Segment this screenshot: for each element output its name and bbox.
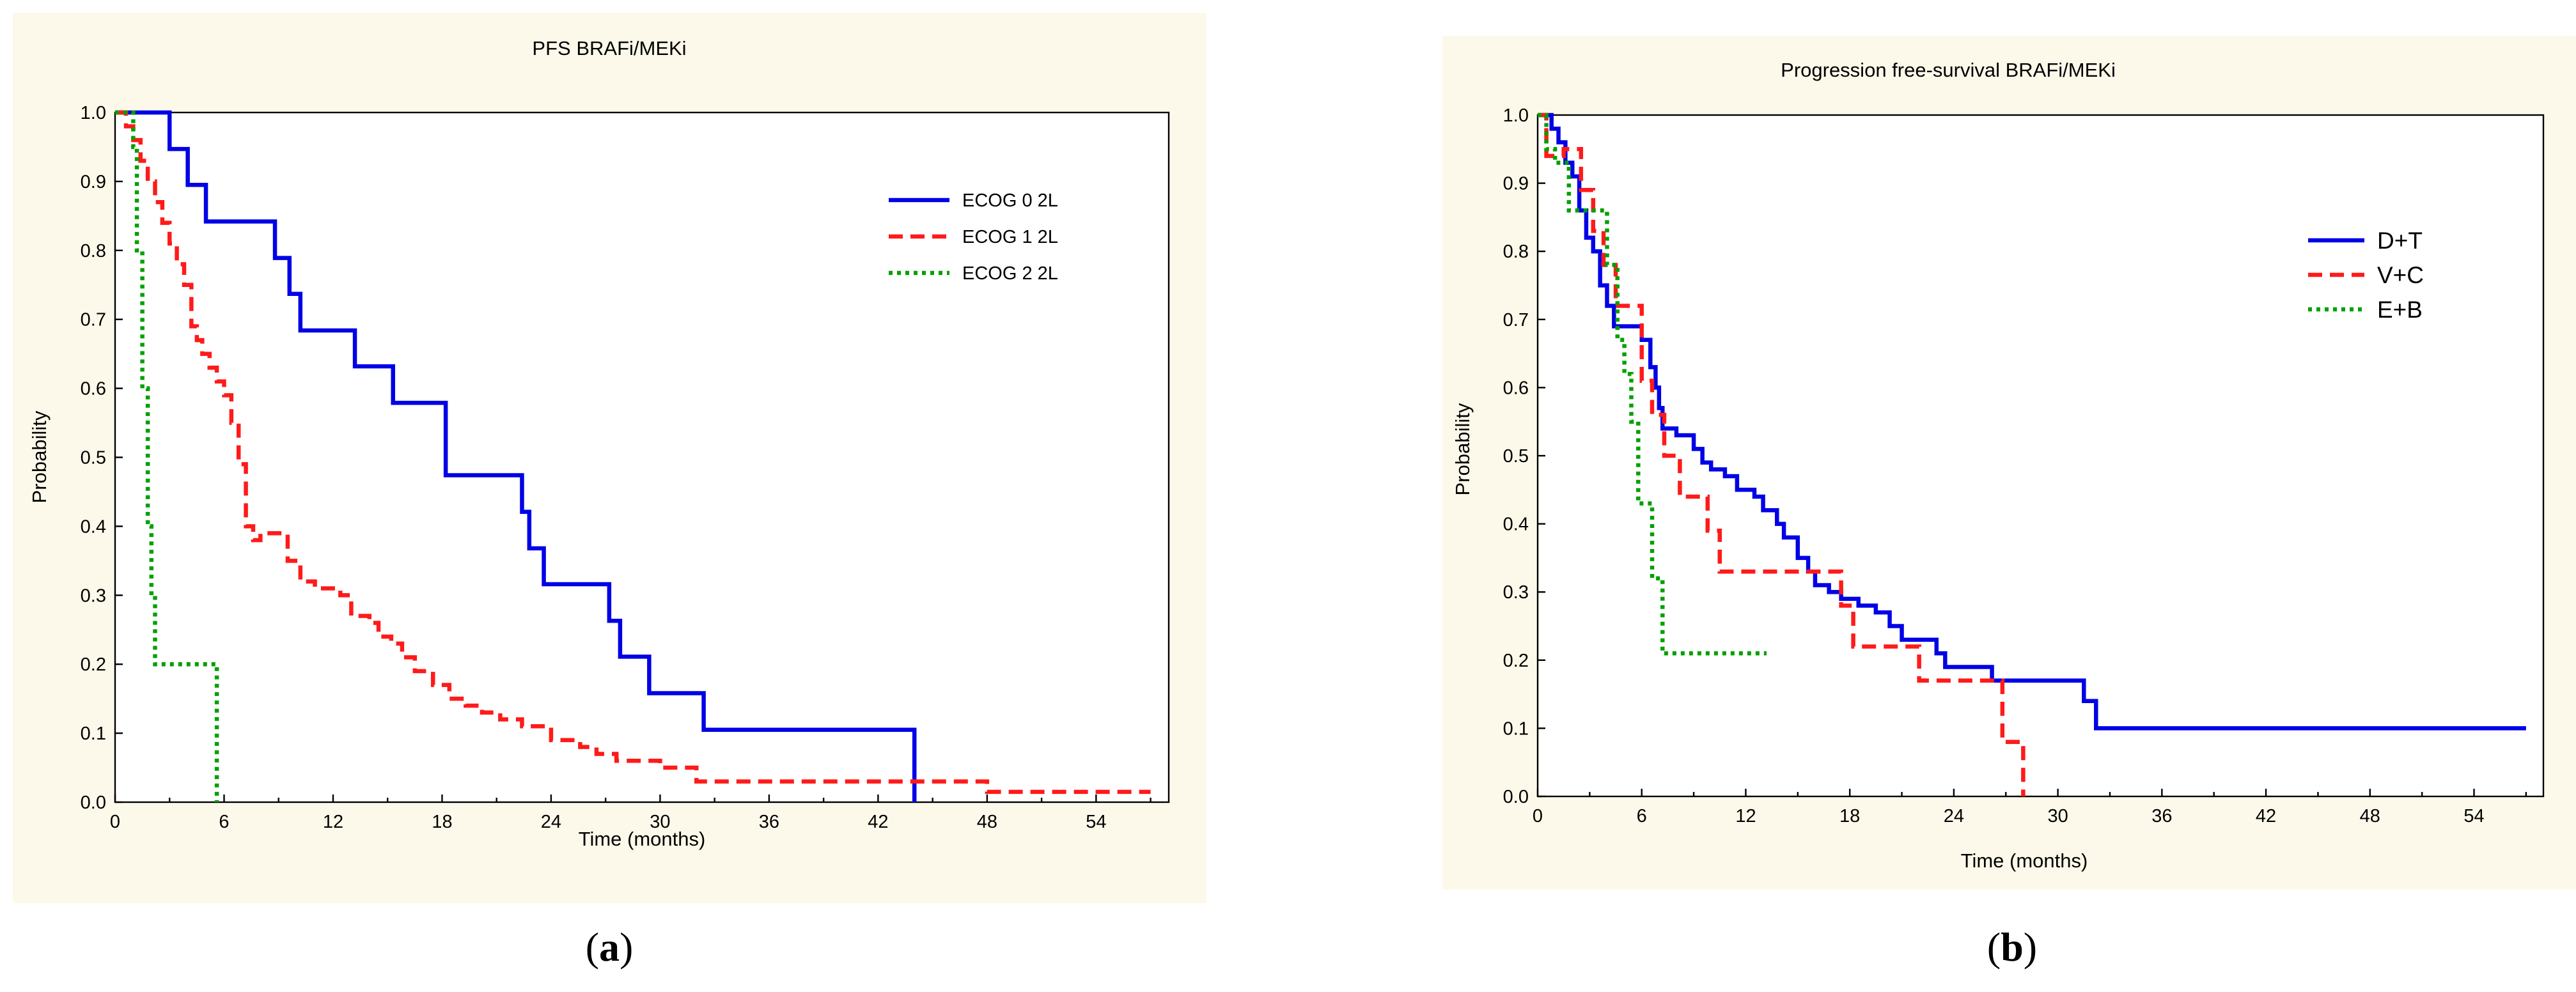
y-tick-label: 0.4 <box>1503 515 1529 535</box>
panel-b: Progression free-survival BRAFi/MEKi 0.0… <box>1442 36 2576 890</box>
x-tick-label: 24 <box>1944 806 1964 826</box>
panel-a-plot-area <box>114 111 1170 803</box>
panel-a: PFS BRAFi/MEKi 0.00.10.20.30.40.50.60.70… <box>13 13 1206 903</box>
panel-b-x-axis: 0 6 12 18 24 30 36 42 48 54 <box>1533 789 2527 826</box>
y-tick-label: 0.2 <box>1503 651 1529 671</box>
legend-label: D+T <box>2377 228 2423 254</box>
series-line-e-b <box>1538 112 1767 656</box>
panel-a-legend: ECOG 0 2L ECOG 1 2L ECOG 2 2L <box>889 190 1058 284</box>
y-tick-label: 0.5 <box>81 448 106 469</box>
x-tick-label: 48 <box>2360 806 2380 826</box>
x-tick-label: 30 <box>650 812 670 832</box>
y-tick-label: 0.6 <box>1503 378 1529 398</box>
x-tick-label: 42 <box>868 812 888 832</box>
x-tick-label: 42 <box>2256 806 2276 826</box>
y-tick-label: 0.3 <box>81 585 106 606</box>
series-line-ecog-2-2l <box>115 110 219 802</box>
y-tick-label: 0.9 <box>81 172 106 192</box>
x-tick-label: 6 <box>219 812 229 832</box>
caption-a: (a) <box>586 924 634 970</box>
y-tick-label: 0.0 <box>1503 787 1529 807</box>
y-tick-label: 1.0 <box>1503 105 1529 126</box>
y-tick-label: 0.8 <box>1503 242 1529 262</box>
panel-a-title: PFS BRAFi/MEKi <box>532 37 686 59</box>
x-tick-label: 18 <box>1839 806 1860 826</box>
y-tick-label: 0.5 <box>1503 446 1529 467</box>
y-tick-label: 0.7 <box>81 310 106 330</box>
y-tick-label: 1.0 <box>81 103 106 123</box>
panel-b-title: Progression free-survival BRAFi/MEKi <box>1781 59 2116 81</box>
series-line-ecog-0-2l <box>115 110 917 802</box>
y-tick-label: 0.4 <box>81 516 106 537</box>
x-tick-label: 12 <box>323 812 343 832</box>
panel-a-x-axis: 0 6 12 18 24 30 36 42 48 54 <box>110 794 1151 832</box>
series-line-v-c <box>1538 112 2026 796</box>
caption-b: (b) <box>1987 924 2037 970</box>
panel-b-y-label: Probability <box>1451 403 1474 495</box>
panel-a-y-label: Probability <box>28 410 51 503</box>
panel-b-x-label: Time (months) <box>1961 849 2088 872</box>
y-tick-label: 0.9 <box>1503 174 1529 194</box>
x-tick-label: 54 <box>1086 812 1106 832</box>
y-tick-label: 0.0 <box>81 793 106 813</box>
y-tick-label: 0.1 <box>81 724 106 744</box>
panel-a-x-label: Time (months) <box>579 828 706 850</box>
panel-b-y-axis: 0.0 0.1 0.2 0.3 0.4 0.5 0.6 0.7 0.8 0.9 1.0 <box>1503 105 1545 807</box>
caption-b-letter: b <box>2001 924 2024 970</box>
x-tick-label: 36 <box>759 812 779 832</box>
y-tick-label: 0.1 <box>1503 718 1529 739</box>
series-line-ecog-1-2l <box>115 110 1151 794</box>
panel-a-y-axis: 0.0 0.1 0.2 0.3 0.4 0.5 0.6 0.7 0.8 0.9 1.0 <box>81 103 123 813</box>
x-tick-label: 30 <box>2047 806 2068 826</box>
y-tick-label: 0.8 <box>81 241 106 261</box>
y-tick-label: 0.6 <box>81 379 106 399</box>
legend-label: V+C <box>2377 262 2424 288</box>
x-tick-label: 12 <box>1735 806 1756 826</box>
x-tick-label: 18 <box>432 812 452 832</box>
legend-label: ECOG 2 2L <box>962 263 1058 284</box>
x-tick-label: 36 <box>2151 806 2172 826</box>
panel-b-series <box>1538 112 2526 796</box>
x-tick-label: 0 <box>1533 806 1543 826</box>
y-tick-label: 0.7 <box>1503 310 1529 330</box>
x-tick-label: 24 <box>541 812 561 832</box>
y-tick-label: 0.2 <box>81 655 106 675</box>
x-tick-label: 6 <box>1637 806 1647 826</box>
y-tick-label: 0.3 <box>1503 582 1529 603</box>
panel-a-series <box>115 110 1151 802</box>
panel-b-legend: D+T V+C E+B <box>2308 228 2424 323</box>
x-tick-label: 54 <box>2463 806 2484 826</box>
panel-b-plot-area <box>1536 114 2545 798</box>
x-tick-label: 48 <box>977 812 997 832</box>
legend-label: ECOG 1 2L <box>962 227 1058 247</box>
legend-label: ECOG 0 2L <box>962 190 1058 211</box>
caption-a-letter: a <box>599 924 620 970</box>
series-line-d-t <box>1538 112 2526 731</box>
legend-label: E+B <box>2377 297 2423 323</box>
x-tick-label: 0 <box>110 812 120 832</box>
